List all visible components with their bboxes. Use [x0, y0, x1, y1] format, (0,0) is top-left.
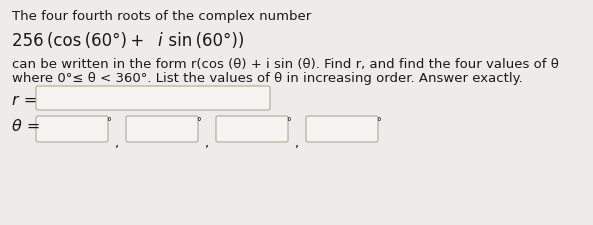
- FancyBboxPatch shape: [216, 116, 288, 142]
- FancyBboxPatch shape: [306, 116, 378, 142]
- Text: i: i: [157, 32, 162, 50]
- Text: ,: ,: [294, 137, 298, 150]
- FancyBboxPatch shape: [36, 86, 270, 110]
- Text: °: °: [106, 117, 111, 127]
- Text: can be written in the form r(cos (θ) + i sin (θ). Find r, and find the four valu: can be written in the form r(cos (θ) + i…: [12, 58, 559, 71]
- Text: r =: r =: [12, 93, 37, 108]
- Text: θ =: θ =: [12, 119, 40, 134]
- FancyBboxPatch shape: [36, 116, 108, 142]
- Text: °: °: [196, 117, 201, 127]
- Text: °: °: [286, 117, 291, 127]
- Text: The four fourth roots of the complex number: The four fourth roots of the complex num…: [12, 10, 311, 23]
- Text: 256 (cos (60°) +: 256 (cos (60°) +: [12, 32, 148, 50]
- Text: ,: ,: [204, 137, 208, 150]
- Text: sin (60°)): sin (60°)): [165, 32, 244, 50]
- Text: ,: ,: [114, 137, 118, 150]
- Text: where 0°≤ θ < 360°. List the values of θ in increasing order. Answer exactly.: where 0°≤ θ < 360°. List the values of θ…: [12, 72, 523, 85]
- FancyBboxPatch shape: [126, 116, 198, 142]
- Text: °: °: [376, 117, 381, 127]
